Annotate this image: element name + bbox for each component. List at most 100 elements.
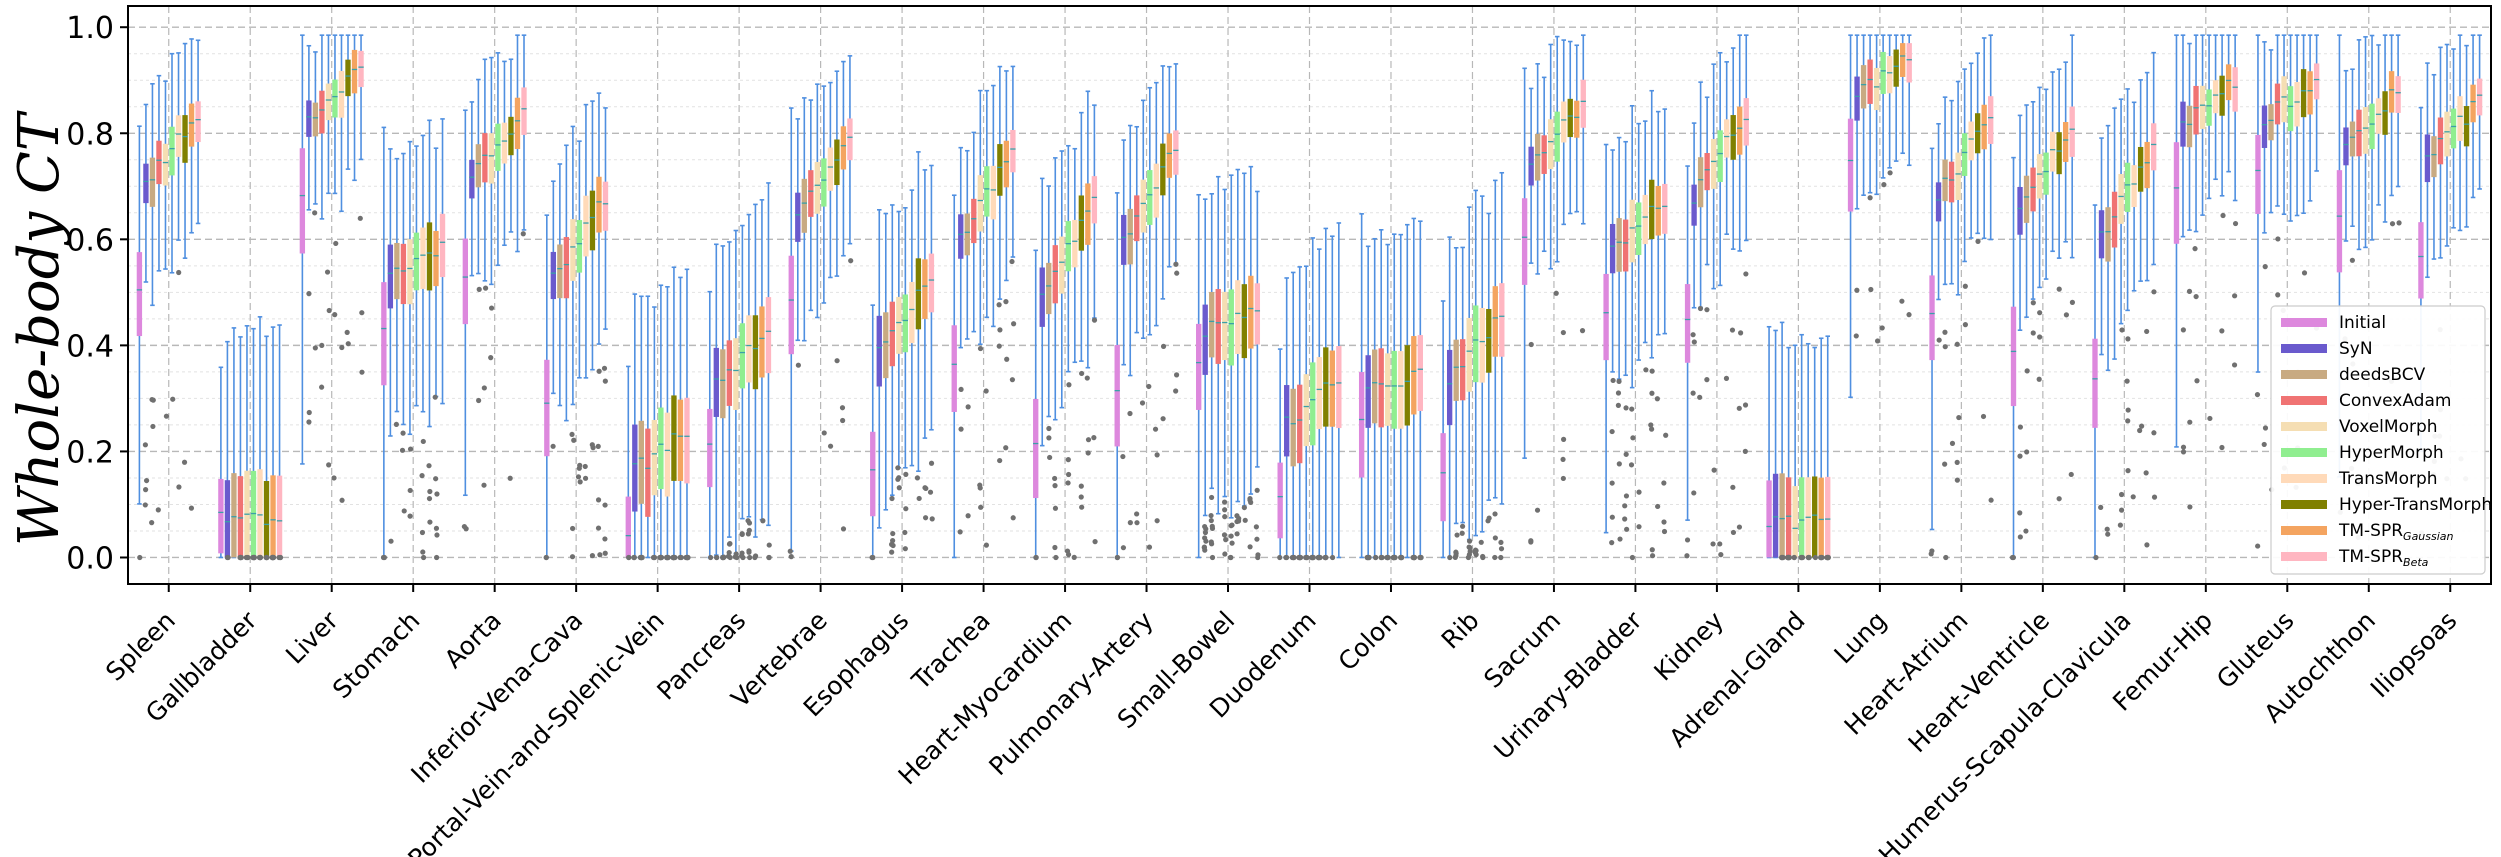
- outlier-point: [1134, 520, 1140, 526]
- outlier-point: [760, 518, 766, 524]
- outlier-point: [1084, 375, 1090, 381]
- box: [632, 424, 638, 512]
- outlier-point: [1528, 538, 1534, 544]
- outlier-point: [276, 554, 282, 561]
- outlier-point: [476, 286, 482, 292]
- outlier-point: [903, 471, 909, 477]
- outlier-point: [1881, 182, 1887, 188]
- outlier-point: [432, 394, 438, 400]
- outlier-point: [2125, 418, 2131, 424]
- box: [1479, 308, 1485, 383]
- box: [977, 175, 983, 232]
- box: [602, 181, 609, 231]
- legend-swatch: [2281, 396, 2327, 405]
- box: [2049, 131, 2056, 172]
- outlier-point: [1154, 452, 1160, 458]
- box: [1310, 362, 1316, 446]
- outlier-point: [896, 475, 902, 481]
- box: [1202, 304, 1208, 375]
- outlier-point: [582, 475, 589, 481]
- box: [684, 397, 690, 484]
- outlier-point: [1697, 394, 1703, 400]
- outlier-point: [1202, 535, 1208, 541]
- outlier-point: [1454, 532, 1460, 538]
- outlier-point: [2036, 376, 2042, 382]
- box: [1254, 283, 1261, 345]
- outlier-point: [766, 542, 772, 548]
- box: [2043, 152, 2049, 195]
- outlier-point: [1092, 539, 1098, 545]
- outlier-point: [602, 502, 608, 508]
- outlier-point: [1047, 454, 1053, 461]
- outlier-point: [332, 312, 338, 318]
- outlier-point: [1127, 520, 1133, 526]
- box: [1521, 198, 1528, 285]
- outlier-point: [1498, 546, 1505, 552]
- outlier-point: [1134, 511, 1140, 517]
- outlier-point: [957, 529, 963, 535]
- box: [625, 496, 631, 558]
- box: [2118, 174, 2124, 224]
- outlier-point: [626, 554, 632, 561]
- box: [1717, 130, 1723, 182]
- outlier-point: [149, 520, 155, 526]
- outlier-point: [1736, 524, 1743, 530]
- box: [2219, 75, 2225, 116]
- outlier-point: [2192, 246, 2198, 252]
- outlier-point: [1868, 286, 1874, 293]
- box: [664, 412, 671, 497]
- box: [1284, 385, 1290, 457]
- box: [1078, 195, 1085, 251]
- box: [2255, 134, 2261, 214]
- outlier-point: [1723, 375, 1730, 381]
- outlier-point: [433, 476, 439, 482]
- outlier-point: [1066, 382, 1072, 388]
- outlier-point: [1174, 270, 1180, 276]
- box: [1486, 309, 1492, 373]
- outlier-point: [1943, 554, 1949, 561]
- outlier-point: [827, 443, 834, 449]
- outlier-point: [434, 532, 440, 538]
- outlier-point: [651, 554, 658, 561]
- box: [1466, 317, 1472, 392]
- box: [1072, 219, 1078, 268]
- outlier-point: [1528, 341, 1534, 348]
- y-axis: 0.0 0.2 0.4 0.6 0.8 1.0: [66, 11, 128, 576]
- box: [195, 101, 201, 143]
- y-tick-label: 0.0: [66, 541, 114, 576]
- box: [1847, 118, 1854, 212]
- outlier-point: [2187, 504, 2193, 510]
- outlier-point: [2117, 522, 2123, 528]
- box: [795, 192, 801, 242]
- box: [2313, 63, 2320, 100]
- outlier-point: [577, 479, 583, 485]
- outlier-point: [2017, 534, 2023, 540]
- outlier-point: [434, 554, 440, 561]
- box: [270, 475, 276, 558]
- outlier-point: [1975, 238, 1981, 244]
- outlier-point: [1825, 554, 1831, 561]
- outlier-point: [1649, 553, 1656, 559]
- x-tick-label: Iliopsoas: [2365, 606, 2463, 704]
- box: [345, 59, 351, 97]
- outlier-point: [326, 307, 332, 314]
- box: [557, 244, 563, 299]
- box: [788, 255, 794, 355]
- outlier-point: [481, 482, 487, 488]
- outlier-point: [339, 344, 345, 351]
- y-tick-label: 0.2: [66, 435, 114, 470]
- outlier-point: [1942, 329, 1948, 335]
- outlier-point: [1478, 539, 1484, 545]
- box: [1772, 473, 1779, 558]
- box: [1785, 477, 1792, 558]
- box: [2470, 84, 2476, 123]
- box: [1052, 245, 1058, 304]
- box: [2437, 117, 2444, 165]
- box: [570, 219, 576, 281]
- outlier-point: [488, 355, 494, 361]
- box: [847, 118, 853, 161]
- outlier-point: [1534, 507, 1541, 513]
- box: [169, 126, 175, 176]
- box: [801, 178, 807, 233]
- outlier-point: [1906, 312, 1912, 318]
